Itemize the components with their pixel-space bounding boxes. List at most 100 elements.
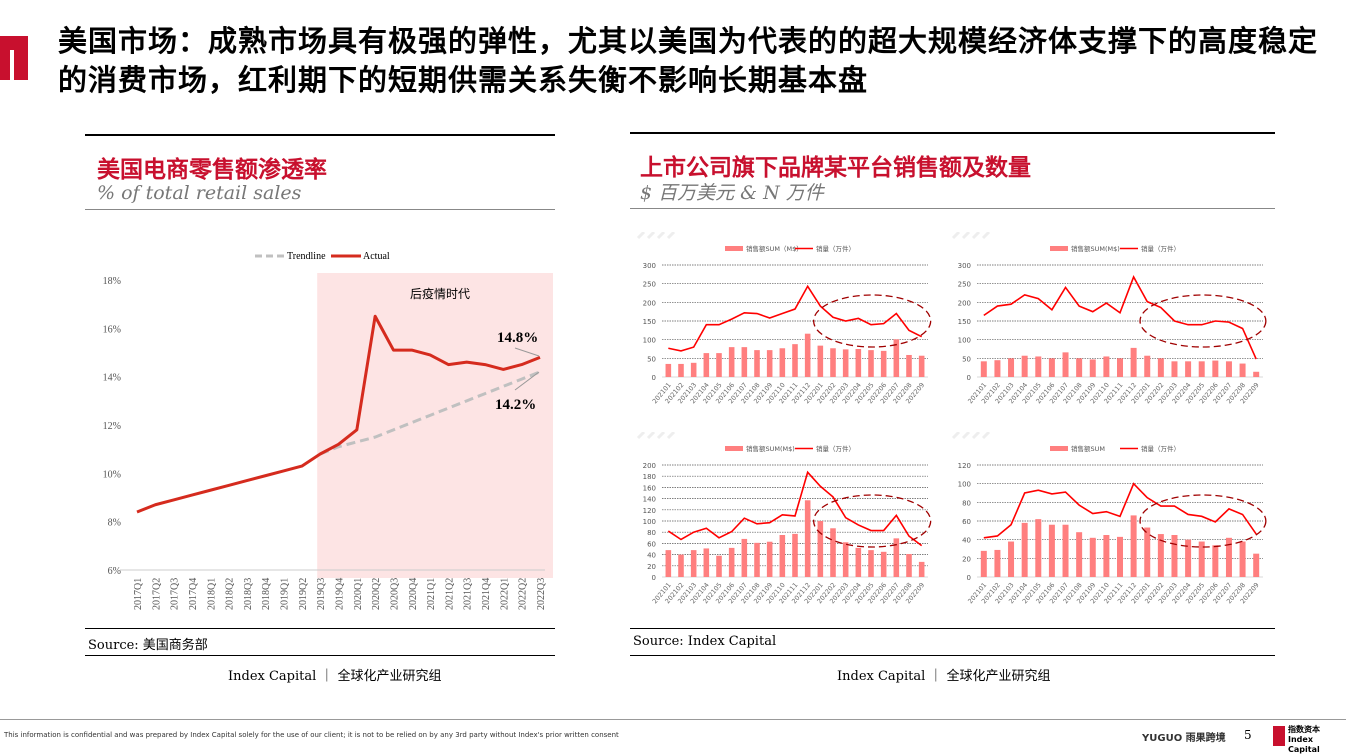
sales-bar — [980, 361, 987, 377]
hatch-decoration — [666, 432, 676, 440]
sales-bar — [665, 550, 672, 577]
y-tick-label: 100 — [958, 481, 971, 489]
sales-bar — [1089, 359, 1096, 377]
legend-bar-label: 销售额SUM（M$） — [746, 244, 803, 253]
sales-bar — [855, 349, 862, 377]
sales-bar — [1157, 534, 1164, 577]
leader-line — [514, 371, 540, 391]
sales-bar — [893, 538, 900, 577]
sales-bar — [1089, 537, 1096, 577]
x-tick-label: 2019Q1 — [280, 578, 291, 610]
sales-bar — [728, 547, 735, 577]
sales-bar — [994, 360, 1001, 377]
y-tick-label: 50 — [647, 355, 656, 363]
x-tick-label: 2019Q4 — [335, 578, 346, 610]
y-tick-label: 0 — [967, 574, 971, 582]
hatch-decoration — [961, 232, 971, 240]
highlight-ellipse — [812, 494, 932, 548]
y-tick-label: 250 — [958, 281, 971, 289]
x-tick-label: 2020Q1 — [353, 578, 364, 610]
post-pandemic-region — [317, 273, 553, 578]
y-tick-label: 20 — [962, 555, 971, 563]
y-tick-label: 20 — [647, 563, 656, 571]
x-tick-label: 2017Q1 — [133, 578, 144, 610]
sales-bar — [918, 355, 925, 377]
trend-end-label: 14.2% — [495, 397, 536, 413]
sales-bar — [678, 363, 684, 377]
sales-bar — [779, 348, 786, 377]
y-tick-label: 100 — [643, 518, 656, 526]
sales-bar — [906, 354, 912, 377]
sales-bar — [842, 349, 849, 377]
legend-line-label: 销量（万件） — [816, 444, 855, 453]
sales-bar — [1008, 541, 1015, 577]
yuguo-logo: YUGUO 雨果跨境 — [1142, 733, 1226, 744]
sales-bar — [1076, 532, 1083, 577]
legend-bar-label: 销售额SUM — [1071, 444, 1105, 453]
legend-line-label: 销量（万件） — [1141, 444, 1180, 453]
sales-bar — [1021, 522, 1028, 577]
sales-bar — [1062, 524, 1069, 577]
sales-bar — [1225, 537, 1232, 577]
y-tick-label: 300 — [643, 262, 656, 270]
sales-bar — [842, 542, 849, 577]
sales-bar — [754, 350, 760, 377]
sales-bar — [1062, 352, 1069, 377]
x-tick-label: 2017Q3 — [170, 578, 181, 610]
sales-bar — [918, 561, 925, 577]
x-tick-label: 2018Q4 — [261, 578, 272, 610]
y-tick-label: 0 — [652, 574, 656, 582]
sales-bar — [766, 541, 773, 577]
left-chart-heading: 美国电商零售额渗透率 — [97, 156, 327, 183]
y-tick-label: 160 — [643, 484, 656, 492]
sales-bar — [830, 528, 836, 577]
hatch-decoration — [951, 432, 961, 440]
x-tick-label: 2020Q3 — [389, 578, 400, 610]
x-tick-label: 2017Q4 — [188, 578, 199, 610]
x-tick-label: 2021Q2 — [444, 578, 455, 610]
x-tick-label: 2018Q3 — [243, 578, 254, 610]
sales-bar — [1185, 361, 1192, 377]
hatch-decoration — [951, 232, 961, 240]
sales-bar — [1021, 355, 1028, 377]
page-title: 美国市场：成熟市场具有极强的弹性，尤其以美国为代表的的超大规模经济体支撑下的高度… — [58, 24, 1319, 97]
x-tick-label: 2020Q4 — [408, 578, 419, 610]
sales-bar — [792, 533, 798, 577]
hatch-decoration — [971, 432, 981, 440]
y-tick-label: 12% — [103, 421, 121, 432]
y-tick-label: 120 — [958, 462, 971, 470]
sales-chart-4: 0204060801001202021012021022021032021042… — [951, 432, 1267, 605]
sales-bar — [1253, 371, 1260, 377]
y-tick-label: 40 — [647, 552, 656, 560]
sales-bar — [1008, 358, 1015, 377]
y-tick-label: 100 — [958, 337, 971, 345]
divider — [630, 628, 1275, 629]
sales-bar — [1048, 358, 1055, 377]
right-source: Source: Index Capital — [633, 634, 777, 649]
actual-series — [136, 314, 541, 514]
sales-bar — [754, 542, 760, 577]
y-tick-label: 50 — [962, 355, 971, 363]
y-tick-label: 300 — [958, 262, 971, 270]
volume-line — [983, 275, 1257, 360]
sales-bar — [1144, 527, 1151, 577]
sales-bar — [1212, 545, 1219, 577]
sales-bar — [678, 554, 684, 577]
x-tick-label: 2017Q2 — [151, 578, 162, 610]
volume-line — [667, 470, 923, 547]
sales-bar — [1035, 519, 1042, 577]
y-tick-label: 200 — [958, 299, 971, 307]
y-tick-label: 8% — [108, 518, 121, 529]
sales-bar — [1171, 535, 1178, 577]
x-tick-label: 2019Q3 — [316, 578, 327, 610]
hatch-decoration — [656, 232, 666, 240]
y-tick-label: 6% — [108, 566, 121, 577]
left-chart-subtitle: % of total retail sales — [97, 182, 302, 204]
trendline-series — [319, 370, 541, 456]
sales-bar — [1185, 539, 1192, 577]
actual-end-label: 14.8% — [497, 330, 538, 346]
sales-bar — [1198, 361, 1205, 377]
sales-chart-2: 0501001502002503002021012021022021032021… — [951, 232, 1267, 405]
leader-line — [514, 347, 540, 357]
sales-bar — [690, 362, 697, 377]
